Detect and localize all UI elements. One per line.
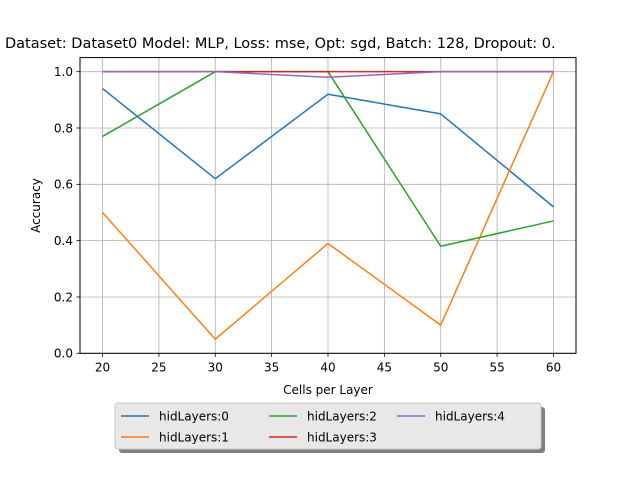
y-tick-label: 0.4 bbox=[54, 234, 73, 248]
legend-items: hidLayers:0 hidLayers:1 hidLayers:2 hidLaye… bbox=[121, 409, 505, 444]
series-line bbox=[102, 70, 554, 79]
x-tick-label: 25 bbox=[151, 360, 166, 374]
y-tick-label: 0.2 bbox=[54, 290, 73, 304]
y-tick-label: 0.8 bbox=[54, 121, 73, 135]
y-tick-label: 0.6 bbox=[54, 178, 73, 192]
series-line bbox=[101, 71, 555, 340]
legend-label: hidLayers:0 bbox=[159, 409, 229, 423]
y-axis-label: Accuracy bbox=[29, 178, 43, 233]
grid bbox=[80, 57, 576, 354]
legend-label: hidLayers:2 bbox=[307, 409, 377, 423]
y-axis-ticks: 0.0 0.2 0.4 0.6 0.8 1.0 bbox=[54, 65, 80, 361]
series-line bbox=[102, 87, 554, 208]
x-tick-label: 20 bbox=[95, 360, 110, 374]
legend-box bbox=[114, 402, 542, 450]
x-axis-label: Cells per Layer bbox=[283, 383, 373, 397]
y-tick-label: 1.0 bbox=[54, 65, 73, 79]
x-tick-label: 30 bbox=[208, 360, 223, 374]
x-tick-label: 40 bbox=[320, 360, 335, 374]
legend-label: hidLayers:1 bbox=[159, 430, 229, 444]
x-tick-label: 55 bbox=[489, 360, 504, 374]
x-axis-ticks: 20 25 30 35 40 45 50 55 60 bbox=[95, 353, 561, 374]
legend-label: hidLayers:3 bbox=[307, 430, 377, 444]
legend-label: hidLayers:4 bbox=[435, 409, 505, 423]
x-tick-label: 35 bbox=[264, 360, 279, 374]
chart-title: Dataset: Dataset0 Model: MLP, Loss: mse,… bbox=[5, 36, 556, 52]
x-tick-label: 50 bbox=[433, 360, 448, 374]
x-tick-label: 60 bbox=[546, 360, 561, 374]
y-tick-label: 0.0 bbox=[54, 347, 73, 361]
series-lines bbox=[101, 70, 555, 340]
legend: hidLayers:0 hidLayers:1 hidLayers:2 hidLaye… bbox=[114, 402, 545, 453]
x-tick-label: 45 bbox=[377, 360, 392, 374]
